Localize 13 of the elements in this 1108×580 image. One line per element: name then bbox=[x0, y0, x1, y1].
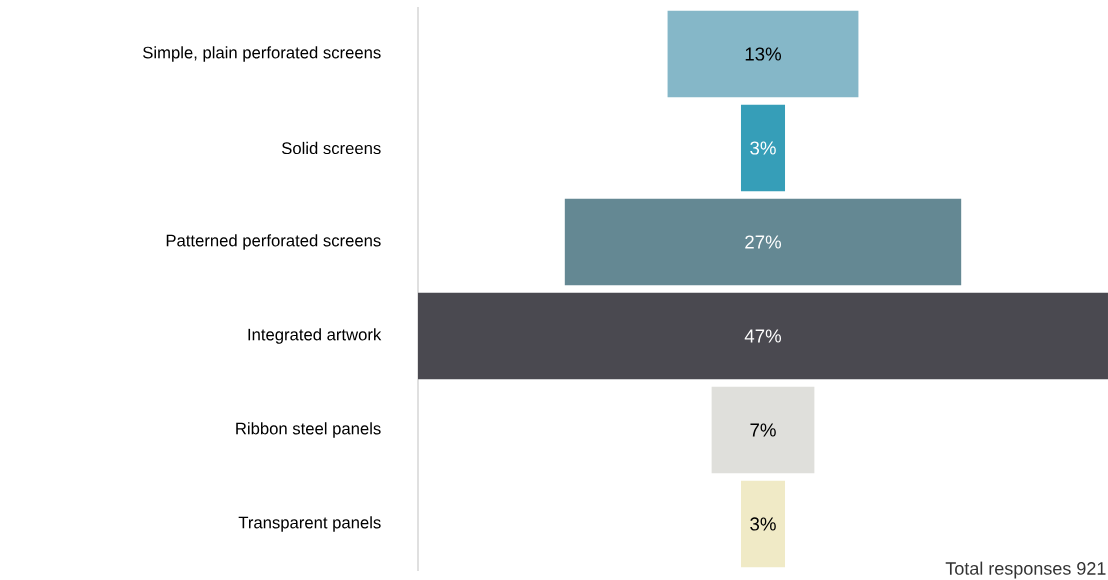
category-label: Patterned perforated screens bbox=[166, 234, 381, 250]
data-label: 3% bbox=[750, 141, 776, 155]
data-label: 7% bbox=[750, 423, 776, 437]
category-label: Transparent panels bbox=[238, 516, 381, 532]
text: Total responses 921 bbox=[945, 561, 1106, 579]
data-label: 47% bbox=[744, 329, 782, 343]
category-label: Ribbon steel panels bbox=[236, 422, 381, 438]
data-label: 3% bbox=[750, 517, 776, 531]
category-label: Simple, plain perforated screens bbox=[143, 46, 381, 62]
category-label: Solid screens bbox=[281, 141, 381, 155]
data-label: 13% bbox=[745, 47, 782, 61]
data-label: 27% bbox=[745, 235, 782, 249]
category-label: Integrated artwork bbox=[248, 328, 382, 344]
